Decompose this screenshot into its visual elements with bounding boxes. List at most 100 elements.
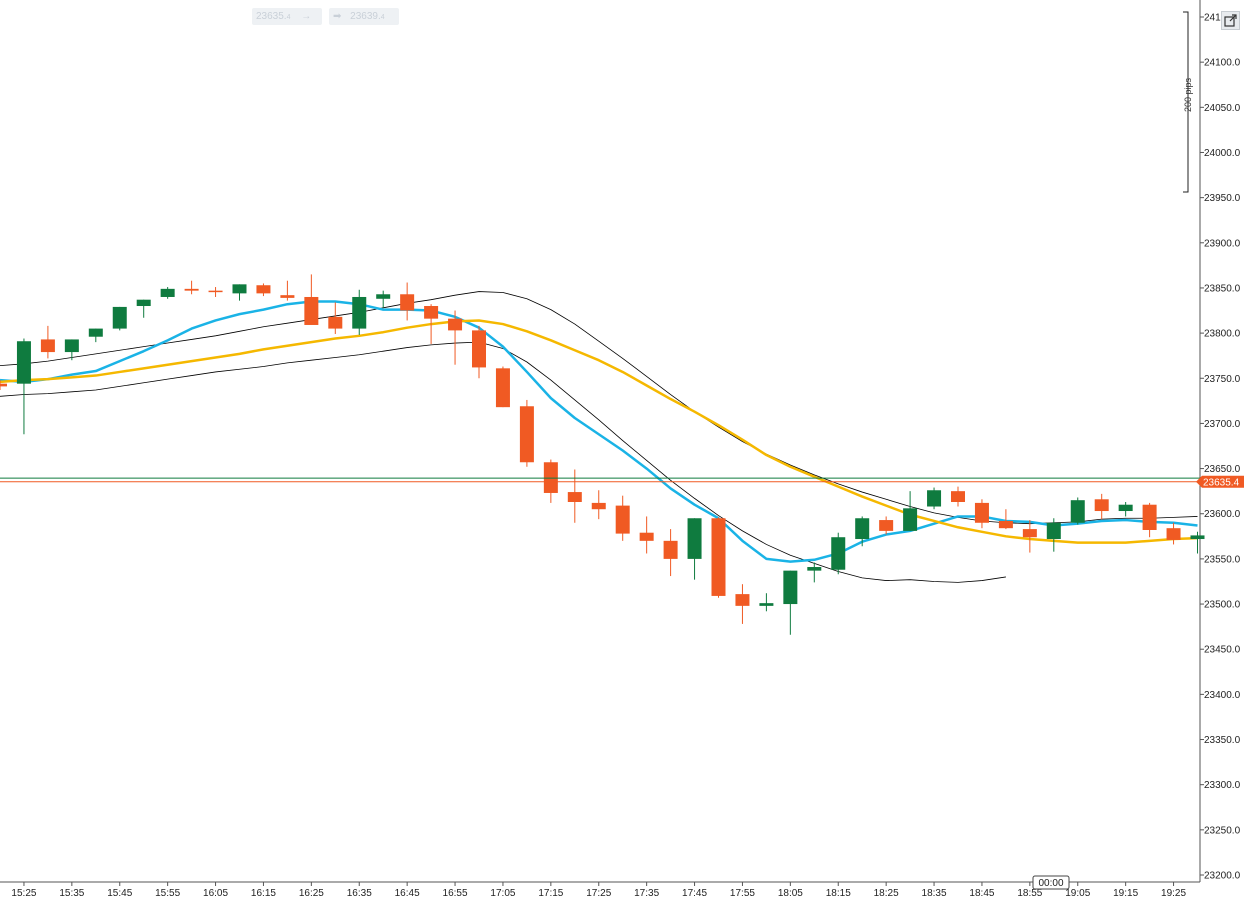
- candlesticks[interactable]: [0, 274, 1205, 635]
- candle[interactable]: [663, 529, 678, 577]
- candle[interactable]: [1190, 531, 1205, 554]
- candle-body: [40, 339, 55, 353]
- candle[interactable]: [951, 486, 965, 507]
- candle[interactable]: [16, 338, 31, 435]
- candle[interactable]: [855, 516, 870, 547]
- y-tick-label: 24000.0: [1204, 148, 1241, 159]
- buy-price-button[interactable]: ➡ 23639.4: [329, 8, 399, 25]
- x-tick-label: 18:35: [922, 888, 947, 899]
- candle[interactable]: [1118, 501, 1133, 517]
- y-tick-label: 23450.0: [1204, 645, 1241, 656]
- candle[interactable]: [232, 284, 247, 301]
- candle[interactable]: [711, 517, 726, 598]
- candle[interactable]: [1046, 518, 1061, 552]
- candle[interactable]: [256, 283, 271, 297]
- candle[interactable]: [376, 290, 391, 308]
- candle[interactable]: [1022, 520, 1037, 553]
- x-tick-label: 17:25: [586, 888, 611, 899]
- candle-body: [807, 567, 822, 571]
- candle[interactable]: [1166, 522, 1181, 545]
- candle[interactable]: [543, 459, 558, 503]
- candle[interactable]: [184, 280, 199, 295]
- candle[interactable]: [831, 532, 846, 575]
- candle[interactable]: [448, 310, 463, 365]
- x-tick-label: 18:05: [778, 888, 803, 899]
- crosshair-time-bg: [1032, 875, 1070, 890]
- external-link-icon[interactable]: [1221, 11, 1240, 30]
- candle-body: [184, 288, 199, 291]
- y-tick-label: 23550.0: [1204, 554, 1241, 565]
- x-tick-label: 17:45: [682, 888, 707, 899]
- y-tick-label: 23400.0: [1204, 690, 1241, 701]
- candle[interactable]: [759, 593, 774, 612]
- candle[interactable]: [807, 562, 822, 583]
- candle[interactable]: [472, 325, 486, 379]
- candle-body: [376, 294, 391, 299]
- candle[interactable]: [783, 570, 798, 635]
- y-tick-label: 23800.0: [1204, 329, 1241, 340]
- candle[interactable]: [1070, 497, 1085, 525]
- candle[interactable]: [280, 280, 295, 301]
- candle[interactable]: [639, 516, 654, 554]
- candle[interactable]: [136, 299, 151, 318]
- candle-body: [1118, 504, 1133, 512]
- candle[interactable]: [304, 274, 319, 325]
- candle-body: [1046, 522, 1061, 540]
- candle[interactable]: [687, 518, 702, 580]
- price-axis[interactable]: 24150.024100.024050.024000.023950.023900…: [1196, 13, 1244, 882]
- pips-ruler-label: 200 pips: [1183, 77, 1193, 113]
- time-axis[interactable]: 15:25 15:35 15:45 15:55 16:05 16:15 16:25 16:35…: [11, 875, 1186, 899]
- x-tick-label: 16:45: [395, 888, 420, 899]
- candle-body: [424, 306, 439, 319]
- candle-body: [615, 505, 630, 534]
- sell-price-button[interactable]: 23635.4 →: [252, 8, 322, 25]
- candle[interactable]: [208, 287, 223, 297]
- candle[interactable]: [567, 469, 582, 523]
- candle[interactable]: [112, 306, 127, 331]
- candle[interactable]: [424, 304, 439, 344]
- y-tick-label: 23750.0: [1204, 374, 1241, 385]
- candle-body: [304, 296, 319, 325]
- candle-body: [1190, 535, 1205, 540]
- candle[interactable]: [495, 366, 510, 408]
- candle[interactable]: [735, 584, 750, 624]
- candle[interactable]: [40, 325, 55, 359]
- candle[interactable]: [974, 499, 989, 529]
- candle-body: [1022, 529, 1037, 538]
- candle[interactable]: [88, 328, 103, 343]
- candle[interactable]: [400, 282, 415, 321]
- candle-body: [567, 492, 582, 502]
- candle-body: [1166, 528, 1181, 540]
- candle-body: [256, 285, 271, 294]
- candle[interactable]: [352, 289, 367, 335]
- crosshair-time-box: 00:00: [1032, 875, 1070, 890]
- candle-body: [591, 502, 606, 510]
- candle-body: [16, 341, 31, 384]
- candle[interactable]: [328, 302, 343, 335]
- x-tick-label: 16:05: [203, 888, 228, 899]
- candle[interactable]: [927, 487, 942, 510]
- candle[interactable]: [879, 516, 894, 535]
- candle[interactable]: [591, 490, 606, 520]
- y-tick-label: 24050.0: [1204, 103, 1241, 114]
- candle-body: [998, 520, 1013, 529]
- candle[interactable]: [615, 495, 630, 541]
- candle[interactable]: [998, 509, 1013, 530]
- candle[interactable]: [903, 491, 918, 531]
- candle[interactable]: [1094, 493, 1109, 520]
- x-tick-label: 17:35: [634, 888, 659, 899]
- candle[interactable]: [0, 380, 7, 391]
- current-price-label: 23635.4: [1203, 477, 1240, 488]
- candle[interactable]: [64, 339, 79, 361]
- y-tick-label: 24100.0: [1204, 58, 1241, 69]
- candle[interactable]: [160, 287, 175, 299]
- y-tick-label: 23850.0: [1204, 283, 1241, 294]
- y-tick-label: 23600.0: [1204, 509, 1241, 520]
- y-tick-label: 23250.0: [1204, 825, 1241, 836]
- candle[interactable]: [1142, 502, 1157, 538]
- indicator-line-2: [0, 291, 1198, 525]
- candle-body: [903, 508, 918, 531]
- candle[interactable]: [519, 399, 534, 467]
- x-tick-label: 15:35: [59, 888, 84, 899]
